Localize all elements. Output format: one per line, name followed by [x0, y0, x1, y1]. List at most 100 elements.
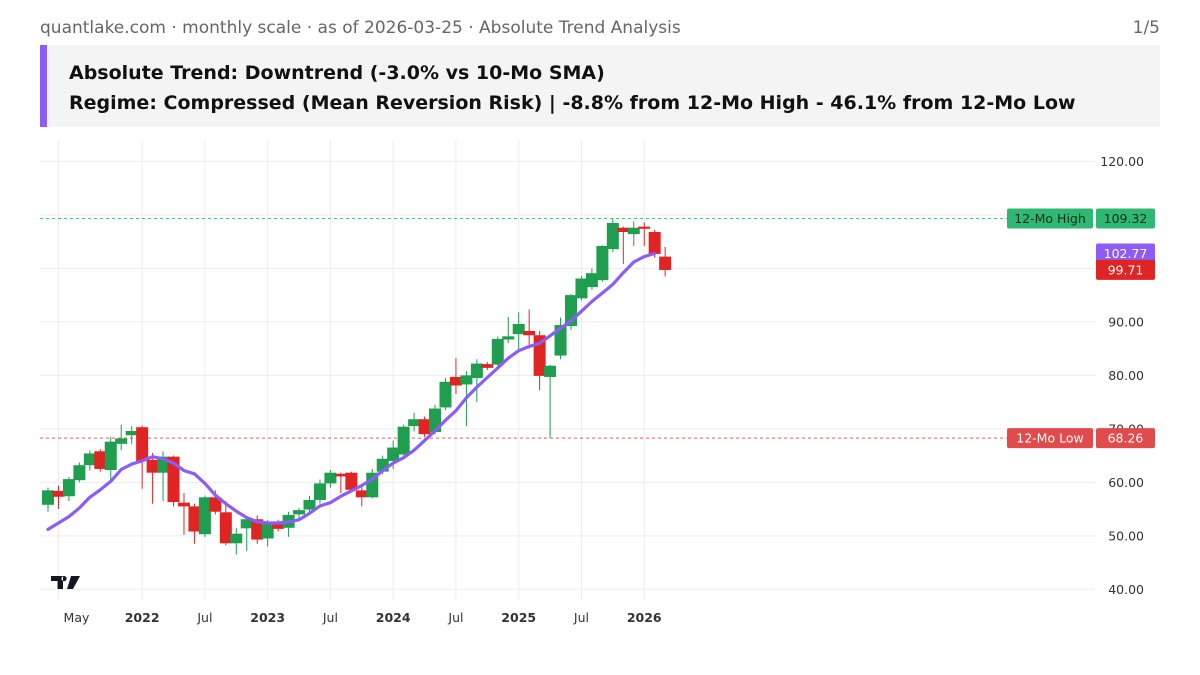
candle: [125, 426, 138, 444]
twelve-month-low-price: 68.26: [1108, 431, 1144, 446]
axes: 40.0050.0060.0070.0080.0090.00100.00110.…: [64, 154, 1144, 625]
candle-body: [481, 364, 494, 368]
candle-body: [115, 438, 128, 444]
price-tag-label: 102.77: [1104, 246, 1148, 261]
candle-body: [575, 278, 588, 299]
candle-body: [345, 472, 358, 490]
candle: [230, 527, 243, 555]
candle: [523, 309, 536, 349]
sma-10-month-line: [46, 251, 657, 532]
x-tick-label: Jul: [322, 610, 338, 625]
candle-body: [334, 473, 347, 477]
candle-body: [439, 381, 452, 408]
candle: [282, 511, 295, 537]
candle-body: [272, 524, 285, 529]
candle-body: [596, 245, 609, 281]
candle: [617, 226, 630, 265]
candle-body: [125, 430, 138, 436]
candle: [544, 364, 557, 438]
candle: [491, 336, 504, 368]
x-tick-label: Jul: [573, 610, 589, 625]
candle: [42, 487, 54, 512]
candle-body: [554, 325, 567, 356]
candle: [104, 436, 117, 480]
candle: [73, 462, 86, 483]
candle-body: [355, 490, 368, 498]
candle-body: [648, 232, 661, 254]
candle-body: [659, 256, 672, 270]
candle: [345, 471, 358, 491]
y-tick-label: 60.00: [1108, 475, 1144, 490]
candle-body: [460, 375, 473, 385]
twelve-month-high-label: 12-Mo High: [1014, 211, 1086, 226]
candle-body: [209, 497, 222, 512]
candle: [627, 221, 640, 246]
candle-body: [73, 465, 86, 481]
reference-lines: [40, 218, 1095, 439]
candle-body: [502, 336, 515, 340]
candle-body: [544, 365, 557, 377]
candle-body: [638, 226, 651, 229]
candle: [83, 450, 96, 471]
regime-headline: Regime: Compressed (Mean Reversion Risk)…: [69, 92, 1076, 114]
candle-body: [62, 479, 75, 497]
candle: [52, 485, 65, 510]
candle: [512, 312, 525, 350]
tradingview-logo-icon: [51, 576, 80, 589]
candle: [219, 501, 232, 546]
trend-summary-header: Absolute Trend: Downtrend (-3.0% vs 10-M…: [40, 45, 1160, 127]
candle-body: [470, 363, 483, 379]
y-tick-label: 80.00: [1108, 368, 1144, 383]
x-tick-label: Jul: [196, 610, 212, 625]
candle-body: [240, 519, 253, 529]
candle-body: [313, 483, 326, 500]
header-accent-bar: [40, 45, 47, 127]
candle-body: [167, 456, 180, 503]
candle: [606, 218, 619, 253]
candle-body: [303, 499, 316, 510]
candle-body: [418, 419, 431, 435]
twelve-month-high-price: 109.32: [1104, 211, 1148, 226]
candle: [638, 222, 651, 246]
candle-body: [627, 227, 640, 235]
candle: [334, 472, 347, 494]
candle-body: [146, 459, 159, 473]
candle: [94, 449, 107, 472]
candle-body: [104, 441, 117, 471]
candle: [293, 508, 306, 520]
candle-body: [408, 419, 421, 427]
candle-body: [188, 506, 201, 532]
candle: [408, 412, 421, 432]
candle-body: [52, 490, 65, 497]
candle-body: [606, 222, 619, 250]
candle: [397, 424, 410, 456]
candle: [554, 317, 567, 360]
candle: [240, 517, 253, 551]
candle-body: [387, 447, 400, 461]
y-tick-label: 120.00: [1100, 154, 1144, 169]
x-tick-label: 2023: [250, 610, 285, 625]
candle: [188, 503, 201, 544]
candle-body: [585, 273, 598, 288]
candle: [146, 452, 159, 504]
y-tick-label: 40.00: [1108, 582, 1144, 597]
candles: [42, 218, 672, 555]
source-line: quantlake.com · monthly scale · as of 20…: [40, 18, 1160, 42]
y-tick-label: 50.00: [1108, 528, 1144, 543]
candle-body: [198, 497, 211, 535]
candle: [449, 358, 462, 395]
candle: [313, 479, 326, 504]
candle: [418, 416, 431, 437]
candle-body: [449, 376, 462, 386]
candle: [502, 317, 515, 344]
twelve-month-low-label-bg: [1007, 428, 1093, 449]
candle-body: [397, 426, 410, 455]
candle-body: [523, 330, 536, 336]
sma-line-layer: [46, 251, 657, 532]
x-tick-label: 2025: [501, 610, 536, 625]
candle: [585, 268, 598, 290]
price-tag-bg: [1096, 243, 1155, 264]
candle-body: [617, 227, 630, 232]
candle: [177, 493, 190, 535]
candle-body: [230, 533, 243, 544]
